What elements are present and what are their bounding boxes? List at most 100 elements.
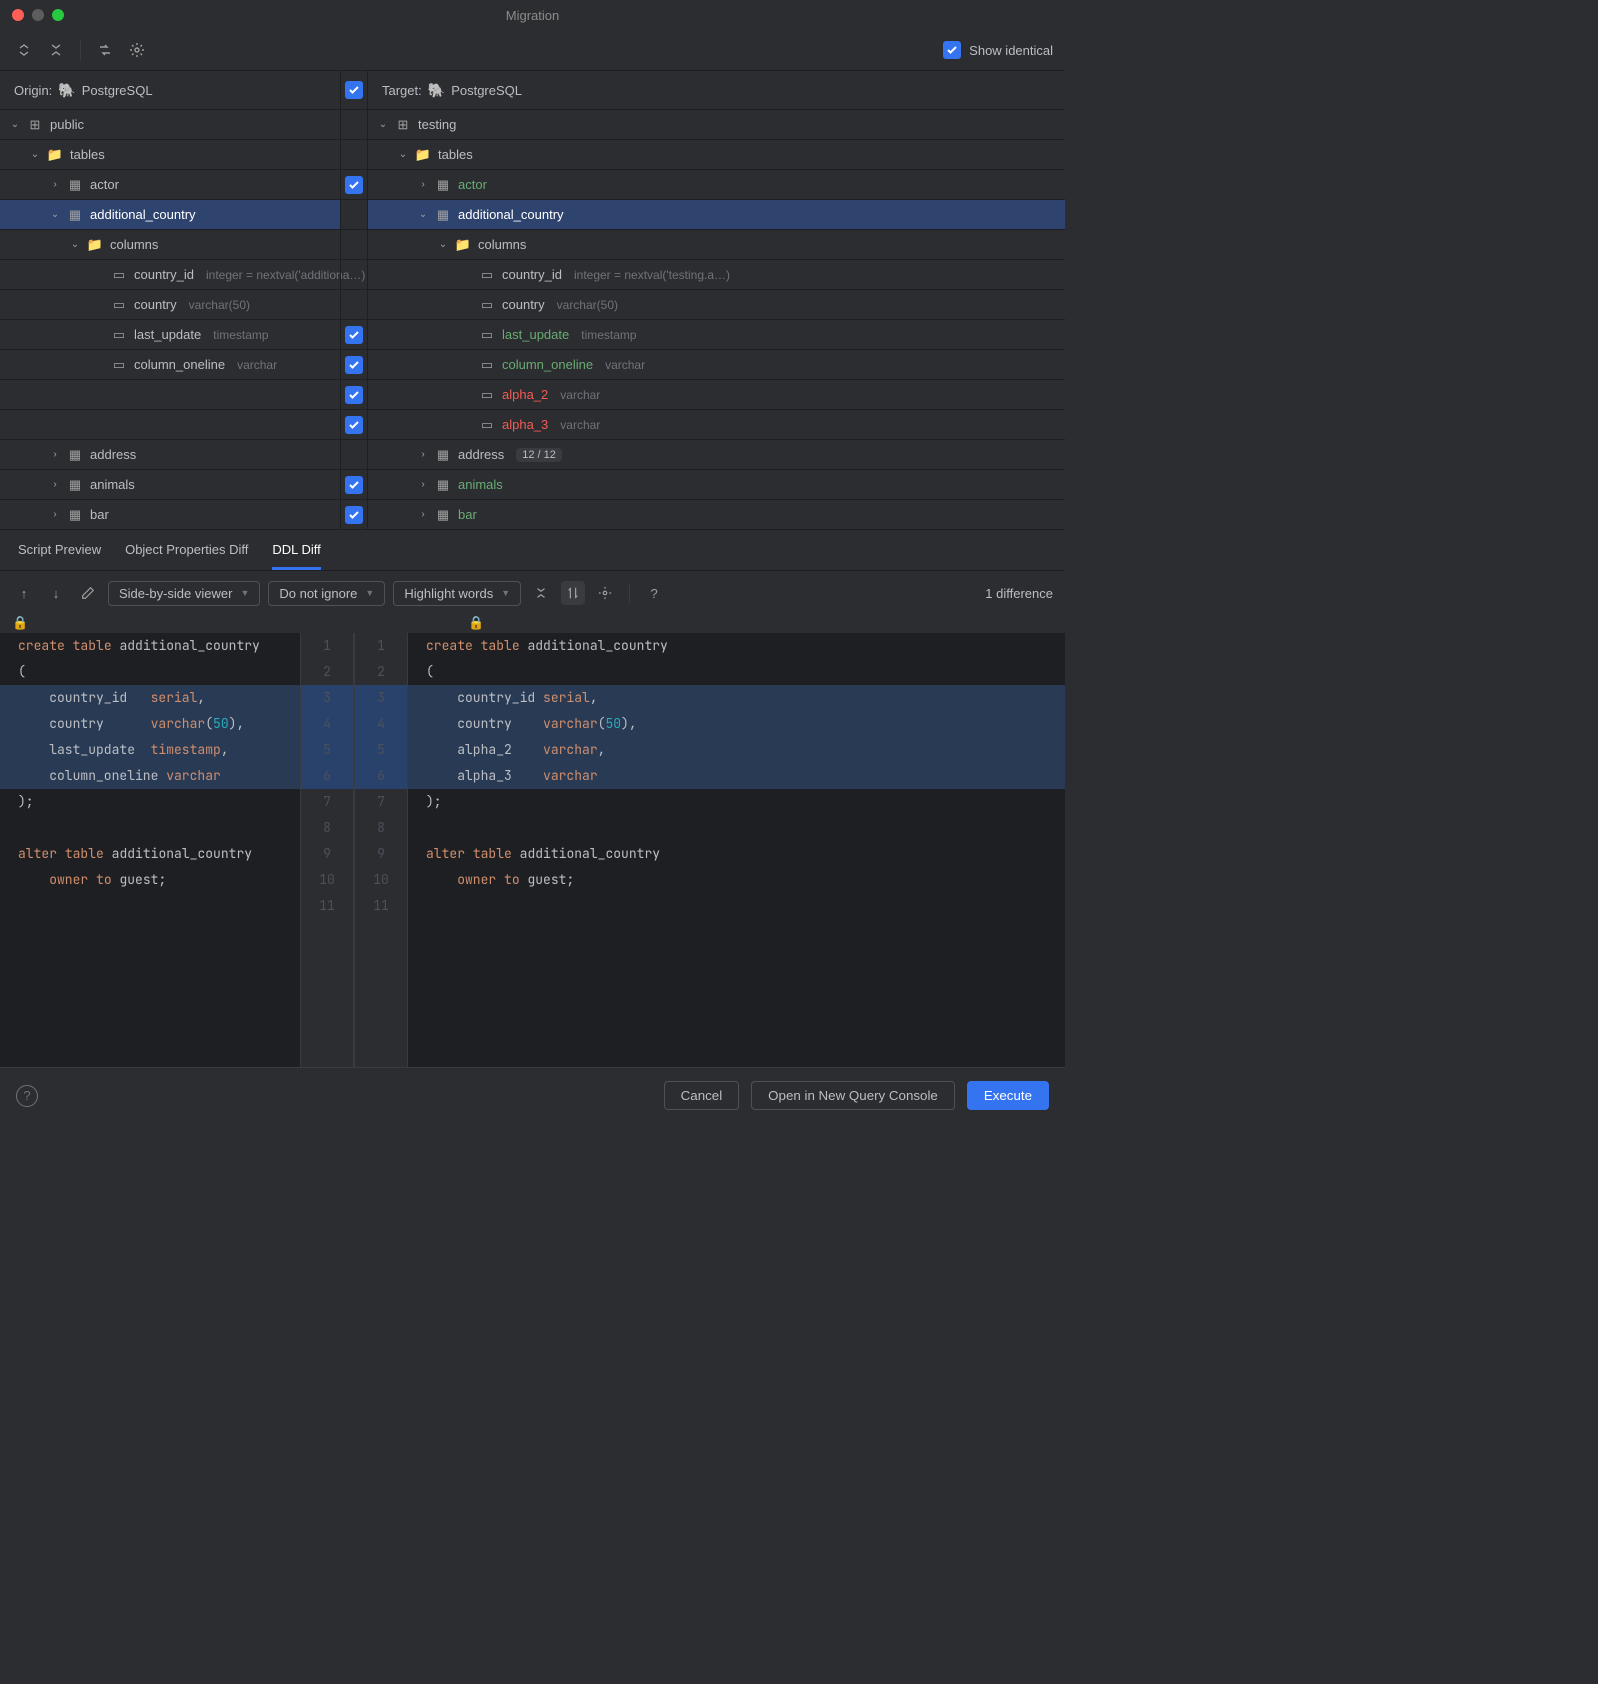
- help-icon[interactable]: ?: [16, 1085, 38, 1107]
- settings-icon[interactable]: [125, 38, 149, 62]
- tree-row[interactable]: ▸▭alpha_3varchar: [368, 410, 1065, 440]
- origin-select-all[interactable]: [340, 71, 368, 109]
- origin-code: create table additional_country( country…: [0, 633, 300, 1067]
- maximize-window-icon[interactable]: [52, 9, 64, 21]
- help-icon[interactable]: ?: [642, 581, 666, 605]
- code-line: country_id serial,: [408, 685, 1065, 711]
- open-console-button[interactable]: Open in New Query Console: [751, 1081, 955, 1110]
- mid-check-cell: [341, 440, 367, 470]
- schema-row[interactable]: ⌄⊞testing: [368, 110, 1065, 140]
- code-line: alter table additional_country: [0, 841, 300, 867]
- code-line: create table additional_country: [0, 633, 300, 659]
- tree-row[interactable]: ▸▭last_updatetimestamp: [0, 320, 340, 350]
- tree-row[interactable]: ▸▭last_updatetimestamp: [368, 320, 1065, 350]
- include-checkbox[interactable]: [345, 326, 363, 344]
- tree-row[interactable]: ▸▭country_idinteger = nextval('testing.a…: [368, 260, 1065, 290]
- tree-row[interactable]: ⌄📁columns: [0, 230, 340, 260]
- origin-header: Origin: 🐘 PostgreSQL: [0, 71, 340, 109]
- next-diff-icon[interactable]: ↓: [44, 581, 68, 605]
- tab-script-preview[interactable]: Script Preview: [18, 542, 101, 570]
- code-line: [408, 893, 1065, 919]
- window-controls: [0, 9, 64, 21]
- code-line: column_oneline varchar: [0, 763, 300, 789]
- tables-folder-row[interactable]: ⌄📁tables: [368, 140, 1065, 170]
- tree-row[interactable]: ›▦animals: [368, 470, 1065, 500]
- tree-row[interactable]: ›▦address: [0, 440, 340, 470]
- diff-count-label: 1 difference: [985, 586, 1053, 601]
- origin-gutter: 1234567891011: [300, 633, 354, 1067]
- target-code: create table additional_country( country…: [408, 633, 1065, 1067]
- tables-folder-row[interactable]: ⌄📁tables: [0, 140, 340, 170]
- lock-icon: 🔒: [408, 615, 1065, 633]
- tree-row[interactable]: ›▦bar: [368, 500, 1065, 530]
- tree-row[interactable]: ›▦actor: [0, 170, 340, 200]
- mid-check-cell: [341, 260, 367, 290]
- tree-row[interactable]: ⌄📁columns: [368, 230, 1065, 260]
- swap-sides-icon[interactable]: [93, 38, 117, 62]
- collapse-unchanged-icon[interactable]: [529, 581, 553, 605]
- include-checkbox[interactable]: [345, 416, 363, 434]
- tree-row[interactable]: ▸▭alpha_2varchar: [368, 380, 1065, 410]
- code-line: );: [408, 789, 1065, 815]
- dialog-footer: ? Cancel Open in New Query Console Execu…: [0, 1067, 1065, 1123]
- code-line: [0, 893, 300, 919]
- close-window-icon[interactable]: [12, 9, 24, 21]
- tree-row[interactable]: ▸▭countryvarchar(50): [368, 290, 1065, 320]
- db-header: Origin: 🐘 PostgreSQL Target: 🐘 PostgreSQ…: [0, 70, 1065, 110]
- mid-check-cell: [341, 500, 367, 530]
- tree-row[interactable]: [0, 410, 340, 440]
- collapse-all-icon[interactable]: [44, 38, 68, 62]
- execute-button[interactable]: Execute: [967, 1081, 1049, 1110]
- mid-check-cell: [341, 320, 367, 350]
- target-tree: ⌄⊞testing⌄📁tables›▦actor⌄▦additional_cou…: [368, 110, 1065, 530]
- code-line: last_update timestamp,: [0, 737, 300, 763]
- code-line: [408, 815, 1065, 841]
- show-identical-checkbox[interactable]: [943, 41, 961, 59]
- tree-row[interactable]: ▸▭countryvarchar(50): [0, 290, 340, 320]
- tab-object-properties-diff[interactable]: Object Properties Diff: [125, 542, 248, 570]
- mid-check-cell: [341, 170, 367, 200]
- target-header: Target: 🐘 PostgreSQL: [368, 71, 1065, 109]
- mid-check-cell: [341, 380, 367, 410]
- lock-icon: 🔒: [0, 615, 300, 633]
- tree-row[interactable]: ⌄▦additional_country: [368, 200, 1065, 230]
- title-bar: Migration: [0, 0, 1065, 30]
- code-line: [0, 815, 300, 841]
- highlight-mode-select[interactable]: Highlight words▼: [393, 581, 521, 606]
- tree-row[interactable]: ›▦animals: [0, 470, 340, 500]
- tree-row[interactable]: ⌄▦additional_country: [0, 200, 340, 230]
- expand-all-icon[interactable]: [12, 38, 36, 62]
- code-line: owner to guest;: [408, 867, 1065, 893]
- include-checkbox[interactable]: [345, 476, 363, 494]
- diff-settings-icon[interactable]: [593, 581, 617, 605]
- mid-check-cell: [341, 140, 367, 170]
- ignore-mode-select[interactable]: Do not ignore▼: [268, 581, 385, 606]
- tree-row[interactable]: ▸▭column_onelinevarchar: [0, 350, 340, 380]
- tree-row[interactable]: ›▦bar: [0, 500, 340, 530]
- show-identical-toggle[interactable]: Show identical: [943, 41, 1053, 59]
- diff-toolbar: ↑ ↓ Side-by-side viewer▼ Do not ignore▼ …: [0, 571, 1065, 615]
- include-checkbox[interactable]: [345, 386, 363, 404]
- tab-ddl-diff[interactable]: DDL Diff: [272, 542, 320, 570]
- edit-icon[interactable]: [76, 581, 100, 605]
- code-line: (: [0, 659, 300, 685]
- mid-check-cell: [341, 470, 367, 500]
- include-checkbox[interactable]: [345, 506, 363, 524]
- schema-row[interactable]: ⌄⊞public: [0, 110, 340, 140]
- tree-row[interactable]: [0, 380, 340, 410]
- tree-row[interactable]: ›▦address12 / 12: [368, 440, 1065, 470]
- viewer-mode-select[interactable]: Side-by-side viewer▼: [108, 581, 260, 606]
- cancel-button[interactable]: Cancel: [664, 1081, 740, 1110]
- include-checkbox[interactable]: [345, 176, 363, 194]
- mid-check-cell: [341, 230, 367, 260]
- tree-row[interactable]: ▸▭country_idinteger = nextval('additiona…: [0, 260, 340, 290]
- include-checkbox[interactable]: [345, 356, 363, 374]
- code-line: country varchar(50),: [0, 711, 300, 737]
- diff-tabs: Script Preview Object Properties Diff DDL …: [0, 530, 1065, 571]
- tree-row[interactable]: ›▦actor: [368, 170, 1065, 200]
- minimize-window-icon[interactable]: [32, 9, 44, 21]
- window-title: Migration: [506, 8, 559, 23]
- tree-row[interactable]: ▸▭column_onelinevarchar: [368, 350, 1065, 380]
- prev-diff-icon[interactable]: ↑: [12, 581, 36, 605]
- sync-scroll-icon[interactable]: [561, 581, 585, 605]
